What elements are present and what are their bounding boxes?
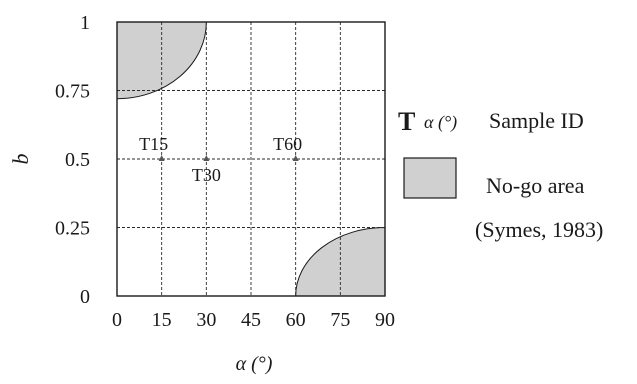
legend-no-go-source: (Symes, 1983) [475, 217, 603, 242]
y-tick-label: 0 [80, 286, 90, 308]
data-point-label: T60 [273, 134, 302, 154]
x-tick-label: 30 [196, 309, 216, 331]
y-tick-label: 0.75 [55, 81, 90, 103]
y-tick-label: 0.25 [55, 218, 90, 240]
data-point-marker [292, 155, 299, 161]
legend-no-go-label: No-go area [486, 173, 585, 198]
x-tick-label: 45 [241, 309, 261, 331]
legend: T α (°) Sample ID No-go area (Symes, 198… [398, 107, 603, 242]
legend-no-go-swatch [403, 157, 457, 199]
x-tick-label: 60 [286, 309, 306, 331]
data-point-marker [158, 155, 165, 161]
plot-frame [116, 21, 386, 297]
x-tick-label: 75 [330, 309, 350, 331]
legend-marker-label: Sample ID [489, 108, 584, 133]
no-go-region-bottom-right [295, 226, 386, 297]
no-go-regions [116, 21, 386, 297]
x-tick-label: 0 [112, 309, 122, 331]
x-axis-label: α (°) [236, 353, 273, 375]
no-go-region-top-left [116, 21, 207, 100]
legend-marker-suffix: α (°) [424, 112, 457, 133]
y-axis-label: b [8, 154, 33, 165]
x-tick-label: 90 [375, 309, 395, 331]
x-tick-label: 15 [152, 309, 172, 331]
tick-labels: 0 15 30 45 60 75 90 0 0.25 0.5 0.75 1 [55, 12, 395, 331]
data-point-label: T30 [192, 165, 221, 185]
data-point-label: T15 [139, 134, 168, 154]
legend-marker-symbol: T [398, 107, 415, 136]
plot-frame-border [116, 21, 386, 297]
y-tick-label: 1 [80, 12, 90, 34]
data-point-marker [203, 155, 210, 161]
data-points: T15 T30 T60 [139, 134, 302, 185]
y-tick-label: 0.5 [65, 149, 90, 171]
